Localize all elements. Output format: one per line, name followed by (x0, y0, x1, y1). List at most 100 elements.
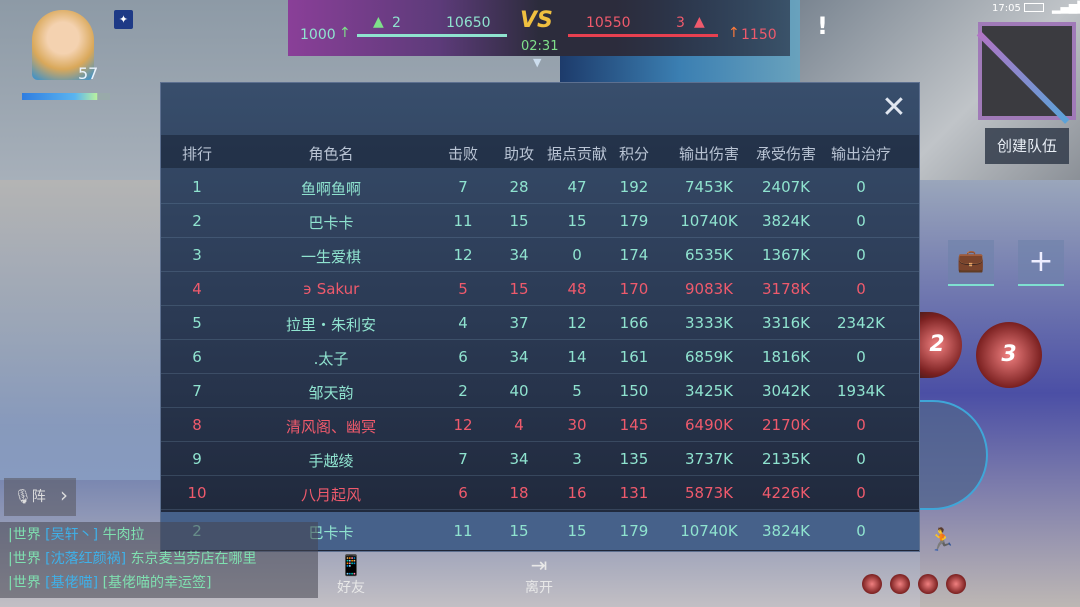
cell-heal: 0 (856, 522, 866, 540)
table-row[interactable]: 5 拉里・朱利安 4 37 12 166 3333K 3316K 2342K (161, 306, 919, 340)
voice-label: 阵 (31, 489, 46, 505)
col-rank: 排行 (181, 145, 213, 163)
cell-rank: 9 (192, 450, 202, 468)
cell-name: 巴卡卡 (308, 214, 354, 232)
cell-rank: 7 (192, 382, 202, 400)
plus-icon[interactable]: + (1018, 240, 1064, 286)
cell-kills: 6 (458, 484, 468, 502)
voice-channel-button[interactable]: 🎙阵 › (4, 478, 76, 516)
cell-score: 145 (619, 416, 649, 434)
dodge-icon[interactable]: 🏃 (928, 528, 956, 553)
player-avatar[interactable] (32, 10, 94, 80)
briefcase-icon[interactable]: 💼 (948, 240, 994, 286)
cell-capture: 12 (567, 314, 587, 332)
signal-icon: ▂▄▆█ (1052, 1, 1080, 14)
tower-icon: ▲ (373, 14, 384, 30)
left-team-score: 10650 (446, 15, 491, 31)
buff-icon[interactable]: ✦ (114, 10, 133, 29)
cell-score: 135 (619, 450, 649, 468)
cell-capture: 48 (567, 280, 587, 298)
cell-assists: 40 (509, 382, 529, 400)
cell-capture: 0 (572, 246, 582, 264)
cell-heal: 0 (856, 348, 866, 366)
alert-icon[interactable]: ! (817, 12, 828, 40)
skill-button-3[interactable]: 3 (976, 322, 1042, 388)
col-healing: 输出治疗 (830, 145, 892, 163)
cell-name: 手越绫 (308, 452, 354, 470)
cell-rank: 2 (192, 212, 202, 230)
cell-dmg_taken: 2407K (761, 178, 811, 196)
cell-name: 拉里・朱利安 (285, 316, 377, 334)
cell-capture: 14 (567, 348, 587, 366)
cell-score: 179 (619, 212, 649, 230)
player-level: 57 (78, 64, 99, 83)
chat-message: |世界 [沈落红颜祸] 东京麦当劳店在哪里 (8, 551, 257, 567)
cell-kills: 4 (458, 314, 468, 332)
cell-dmg_taken: 1367K (761, 246, 811, 264)
cell-heal: 0 (856, 246, 866, 264)
table-row[interactable]: 1 鱼啊鱼啊 7 28 47 192 7453K 2407K 0 (161, 170, 919, 204)
cell-rank: 1 (192, 178, 202, 196)
cell-heal: 2342K (836, 314, 886, 332)
cell-name: 邹天韵 (308, 384, 354, 402)
item-slot-1[interactable] (862, 574, 882, 594)
left-team-progress (357, 34, 507, 37)
cell-assists: 4 (514, 416, 524, 434)
item-slot-2[interactable] (890, 574, 910, 594)
cell-score: 174 (619, 246, 649, 264)
cell-score: 150 (619, 382, 649, 400)
cell-dmg_taken: 3824K (761, 212, 811, 230)
table-row[interactable]: 2 巴卡卡 11 15 15 179 10740K 3824K 0 (161, 204, 919, 238)
chevron-down-icon[interactable]: ▼ (533, 56, 542, 69)
left-team-gain: 1000 (300, 27, 336, 43)
table-row[interactable]: 6 .太子 6 34 14 161 6859K 1816K 0 (161, 340, 919, 374)
cell-assists: 34 (509, 246, 529, 264)
item-slot-3[interactable] (918, 574, 938, 594)
cell-heal: 0 (856, 450, 866, 468)
table-row[interactable]: 7 邹天韵 2 40 5 150 3425K 3042K 1934K (161, 374, 919, 408)
cell-dmg_taken: 1816K (761, 348, 811, 366)
cell-score: 161 (619, 348, 649, 366)
right-team-gain: 1150 (741, 27, 777, 43)
right-team-progress (568, 34, 718, 37)
cell-heal: 0 (856, 280, 866, 298)
close-icon[interactable]: ✕ (881, 90, 907, 125)
cell-dmg_taken: 3042K (761, 382, 811, 400)
scoreboard-header: 排行 角色名 击败 助攻 据点贡献 积分 输出伤害 承受伤害 输出治疗 (161, 135, 919, 168)
minimap[interactable] (978, 22, 1076, 120)
cell-name: .太子 (313, 350, 349, 368)
col-capture: 据点贡献 (546, 145, 608, 163)
match-timer: 02:31 (521, 39, 559, 54)
cell-capture: 5 (572, 382, 582, 400)
cell-kills: 11 (453, 522, 473, 540)
right-team-score: 10550 (586, 15, 631, 31)
cell-assists: 15 (509, 280, 529, 298)
item-slot-4[interactable] (946, 574, 966, 594)
table-row[interactable]: 9 手越绫 7 34 3 135 3737K 2135K 0 (161, 442, 919, 476)
table-row[interactable]: 4 ϶ Sakur 5 15 48 170 9083K 3178K 0 (161, 272, 919, 306)
create-team-button[interactable]: 创建队伍 (985, 128, 1069, 164)
col-damage-taken: 承受伤害 (755, 145, 817, 163)
cell-score: 170 (619, 280, 649, 298)
right-team-towers: 3 (676, 15, 685, 31)
cell-capture: 15 (567, 212, 587, 230)
friends-button[interactable]: 📱 好友 (330, 553, 372, 597)
leave-button[interactable]: ⇥ 离开 (518, 553, 560, 597)
table-row[interactable]: 3 一生爱棋 12 34 0 174 6535K 1367K 0 (161, 238, 919, 272)
vs-logo: VS (520, 8, 553, 33)
match-score-bar (288, 0, 790, 56)
cell-score: 179 (619, 522, 649, 540)
col-score: 积分 (618, 145, 650, 163)
tower-icon: ▲ (694, 14, 705, 30)
table-row[interactable]: 10 八月起风 6 18 16 131 5873K 4226K 0 (161, 476, 919, 510)
cell-rank: 8 (192, 416, 202, 434)
chevron-right-icon[interactable]: › (60, 483, 68, 507)
chat-box[interactable]: |世界 [吴轩丶] 牛肉拉 |世界 [沈落红颜祸] 东京麦当劳店在哪里 |世界 … (0, 522, 318, 598)
table-row[interactable]: 8 清风阁、幽冥 12 4 30 145 6490K 2170K 0 (161, 408, 919, 442)
cell-name: 一生爱棋 (300, 248, 362, 266)
cell-dmg_out: 10740K (680, 212, 738, 230)
cell-capture: 30 (567, 416, 587, 434)
cell-heal: 0 (856, 212, 866, 230)
battery-icon (1024, 3, 1044, 12)
chat-message: |世界 [吴轩丶] 牛肉拉 (8, 527, 145, 543)
